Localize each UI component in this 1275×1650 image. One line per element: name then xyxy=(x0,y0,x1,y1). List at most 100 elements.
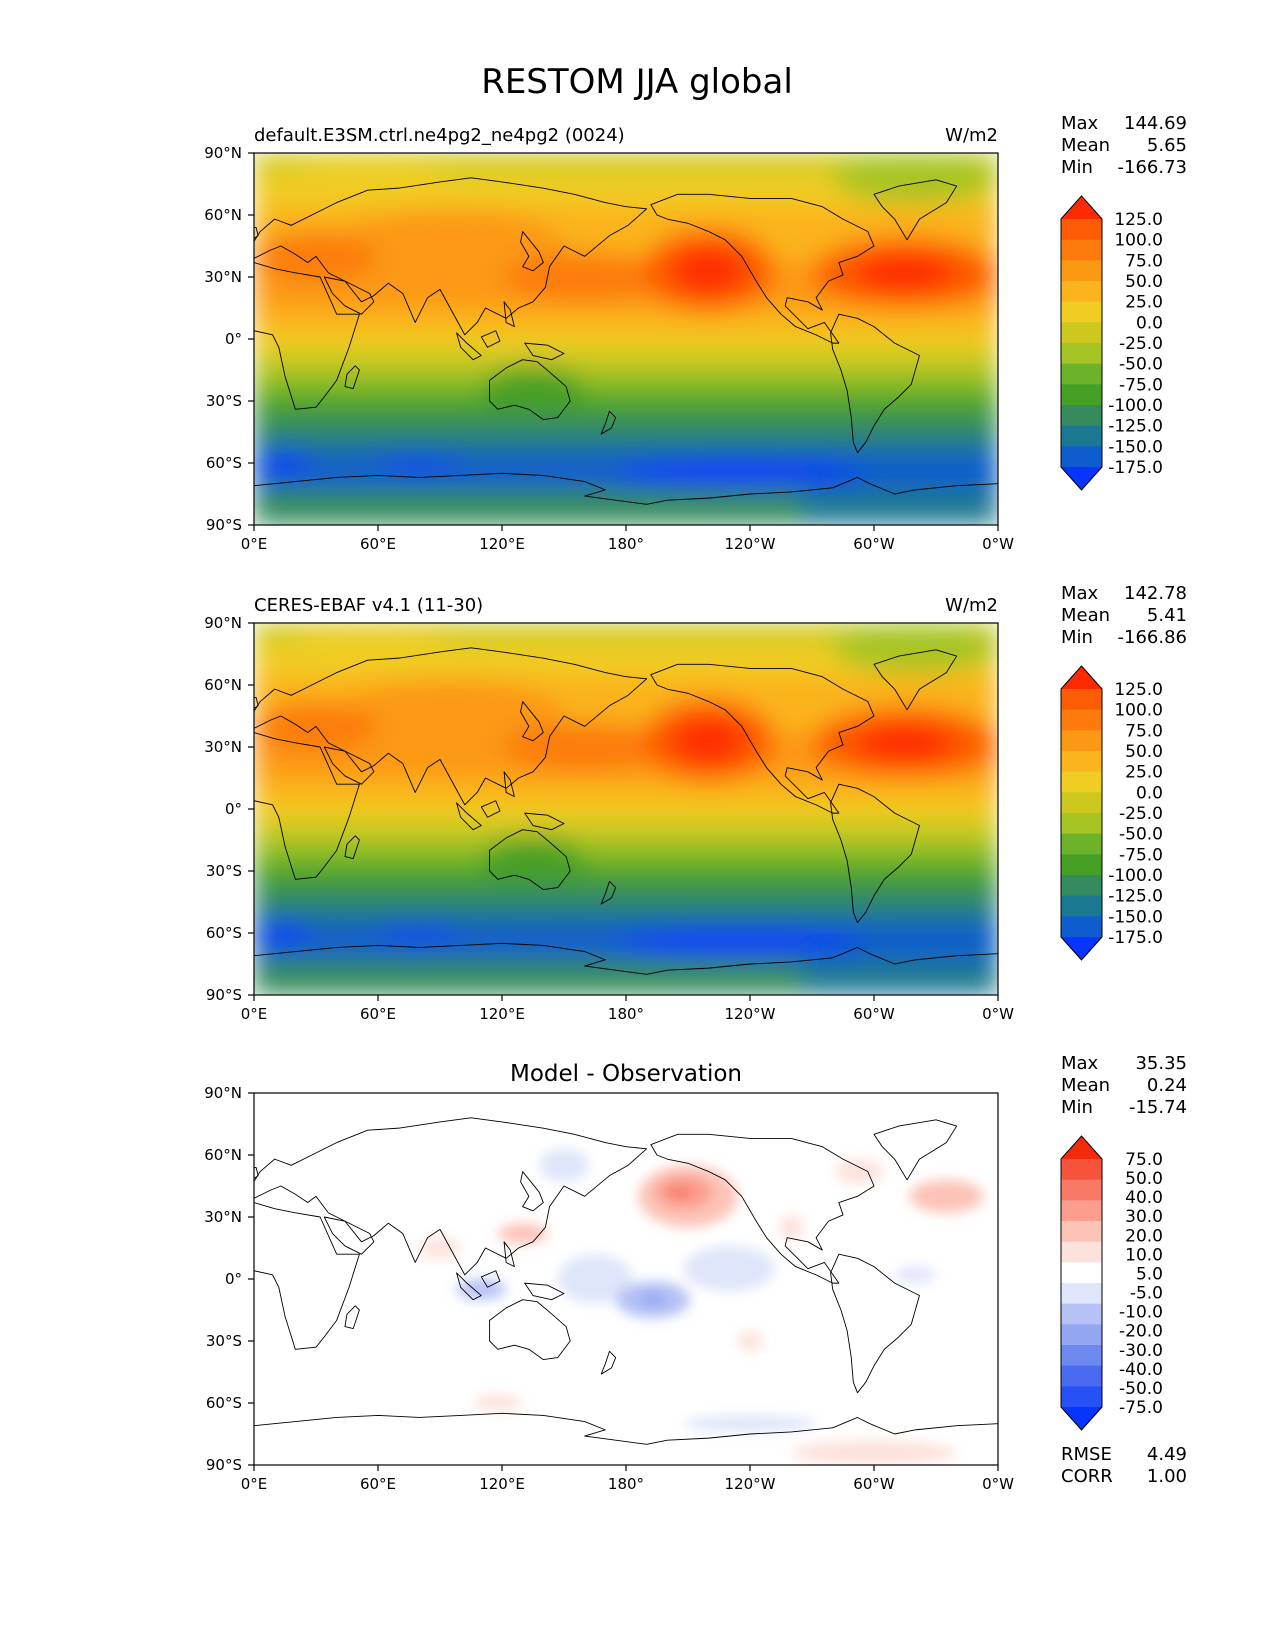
x-tick-label: 120°W xyxy=(725,1475,776,1493)
x-tick-label: 0°E xyxy=(241,1005,268,1023)
x-tick-label: 0°W xyxy=(982,1475,1014,1493)
colorbar-tick-label: -100.0 xyxy=(1108,396,1163,416)
y-tick-label: 0° xyxy=(225,800,242,818)
x-tick-label: 0°E xyxy=(241,1475,268,1493)
colorbar-tick-label: 0.0 xyxy=(1136,783,1163,803)
map-field-difference xyxy=(254,1093,998,1465)
colorbar-tick-label: -25.0 xyxy=(1119,804,1163,824)
colorbar-tick-label: -10.0 xyxy=(1119,1303,1163,1323)
colorbar-segment xyxy=(1061,239,1102,261)
stat-value: 142.78 xyxy=(1124,583,1187,604)
y-tick-label: 90°S xyxy=(206,516,242,534)
y-tick-label: 60°N xyxy=(204,676,242,694)
stat-label: Max xyxy=(1061,583,1099,604)
y-tick-label: 30°S xyxy=(206,392,242,410)
colorbar-segment xyxy=(1061,771,1102,793)
colorbar-observation: 125.0100.075.050.025.00.0-25.0-50.0-75.0… xyxy=(1060,665,1163,961)
y-tick-label: 30°N xyxy=(204,268,242,286)
colorbar-tick-label: -5.0 xyxy=(1130,1284,1163,1304)
x-tick-label: 120°W xyxy=(725,535,776,553)
colorbar-tick-label: -175.0 xyxy=(1108,928,1163,948)
stat-value: 5.41 xyxy=(1147,605,1187,626)
y-tick-label: 30°N xyxy=(204,738,242,756)
x-tick-label: 120°W xyxy=(725,1005,776,1023)
colorbar-tick-label: 25.0 xyxy=(1125,293,1163,313)
colorbar-segment xyxy=(1061,854,1102,876)
panel-model: 0°E 60°E 120°E 180° 120°W 60°W 0°W 90°N 60°N 30°N… xyxy=(204,113,1187,553)
colorbar-outline xyxy=(1060,1135,1103,1431)
x-tick-label: 60°E xyxy=(360,535,396,553)
colorbar-extend-max xyxy=(1061,1136,1102,1159)
colorbar-segment xyxy=(1061,1365,1102,1387)
colorbar-tick-label: -75.0 xyxy=(1119,1398,1163,1418)
colorbar-tick-label: 50.0 xyxy=(1125,272,1163,292)
colorbar-tick-label: 125.0 xyxy=(1114,210,1163,230)
panel-title-left: CERES-EBAF v4.1 (11-30) xyxy=(254,595,483,616)
stat-value: -15.74 xyxy=(1129,1097,1187,1118)
stat-label: Max xyxy=(1061,113,1099,134)
x-tick-label: 120°E xyxy=(479,535,525,553)
colorbar-segment xyxy=(1061,730,1102,752)
colorbar-segment xyxy=(1061,689,1102,711)
panel-difference: 0°E 60°E 120°E 180° 120°W 60°W 0°W 90°N 60°N 30°N… xyxy=(204,1053,1187,1493)
colorbar-extend-max xyxy=(1061,196,1102,219)
colorbar-segment xyxy=(1061,1262,1102,1284)
colorbar-segment xyxy=(1061,1345,1102,1367)
y-tick-label: 60°S xyxy=(206,1394,242,1412)
y-tick-label: 90°S xyxy=(206,986,242,1004)
colorbar-tick-label: -75.0 xyxy=(1119,375,1163,395)
colorbar-tick-label: -25.0 xyxy=(1119,334,1163,354)
colorbar-segment xyxy=(1061,1241,1102,1263)
x-tick-label: 180° xyxy=(608,1475,644,1493)
colorbar-outline xyxy=(1060,665,1103,961)
colorbar-segment xyxy=(1061,1324,1102,1346)
colorbar-tick-label: 75.0 xyxy=(1125,1150,1163,1170)
colorbar-tick-label: 30.0 xyxy=(1125,1207,1163,1227)
x-tick-label: 60°E xyxy=(360,1475,396,1493)
x-tick-label: 60°W xyxy=(853,1005,895,1023)
colorbar-tick-label: -125.0 xyxy=(1108,417,1163,437)
colorbar-tick-label: 125.0 xyxy=(1114,680,1163,700)
y-tick-label: 90°N xyxy=(204,614,242,632)
colorbar-segment xyxy=(1061,875,1102,897)
colorbar-tick-label: -150.0 xyxy=(1108,437,1163,457)
colorbar-segment xyxy=(1061,916,1102,938)
colorbar-tick-label: 40.0 xyxy=(1125,1188,1163,1208)
colorbar-extend-min xyxy=(1061,1407,1102,1430)
y-tick-label: 60°S xyxy=(206,924,242,942)
colorbar-tick-label: 75.0 xyxy=(1125,721,1163,741)
map-field-observation xyxy=(254,623,998,995)
colorbar-tick-label: 100.0 xyxy=(1114,231,1163,251)
panel-observation: 0°E 60°E 120°E 180° 120°W 60°W 0°W 90°N 60°N 30°N… xyxy=(204,583,1187,1023)
y-tick-label: 30°N xyxy=(204,1208,242,1226)
colorbar-segment xyxy=(1061,709,1102,731)
colorbar-segment xyxy=(1061,405,1102,427)
extra-stat-value: 4.49 xyxy=(1147,1444,1187,1465)
colorbar-segment xyxy=(1061,425,1102,447)
x-tick-label: 60°W xyxy=(853,1475,895,1493)
stat-label: Max xyxy=(1061,1053,1099,1074)
stat-label: Min xyxy=(1061,627,1093,648)
stat-label: Mean xyxy=(1061,135,1110,156)
colorbar-extend-min xyxy=(1061,467,1102,490)
x-tick-label: 180° xyxy=(608,535,644,553)
extra-stat-label: CORR xyxy=(1061,1466,1113,1487)
x-tick-label: 120°E xyxy=(479,1005,525,1023)
stat-value: 144.69 xyxy=(1124,113,1187,134)
colorbar-extend-min xyxy=(1061,937,1102,960)
colorbar-segment xyxy=(1061,384,1102,406)
colorbar-segment xyxy=(1061,1221,1102,1243)
y-tick-label: 60°N xyxy=(204,206,242,224)
y-tick-label: 60°S xyxy=(206,454,242,472)
colorbar-segment xyxy=(1061,219,1102,241)
x-tick-label: 0°W xyxy=(982,1005,1014,1023)
stat-value: 0.24 xyxy=(1147,1075,1187,1096)
colorbar-tick-label: -30.0 xyxy=(1119,1341,1163,1361)
colorbar-tick-label: -75.0 xyxy=(1119,845,1163,865)
stat-label: Mean xyxy=(1061,1075,1110,1096)
colorbar-segment xyxy=(1061,1200,1102,1222)
extra-stat-value: 1.00 xyxy=(1147,1466,1187,1487)
colorbar-tick-label: -50.0 xyxy=(1119,1379,1163,1399)
y-tick-label: 30°S xyxy=(206,862,242,880)
colorbar-tick-label: 0.0 xyxy=(1136,313,1163,333)
